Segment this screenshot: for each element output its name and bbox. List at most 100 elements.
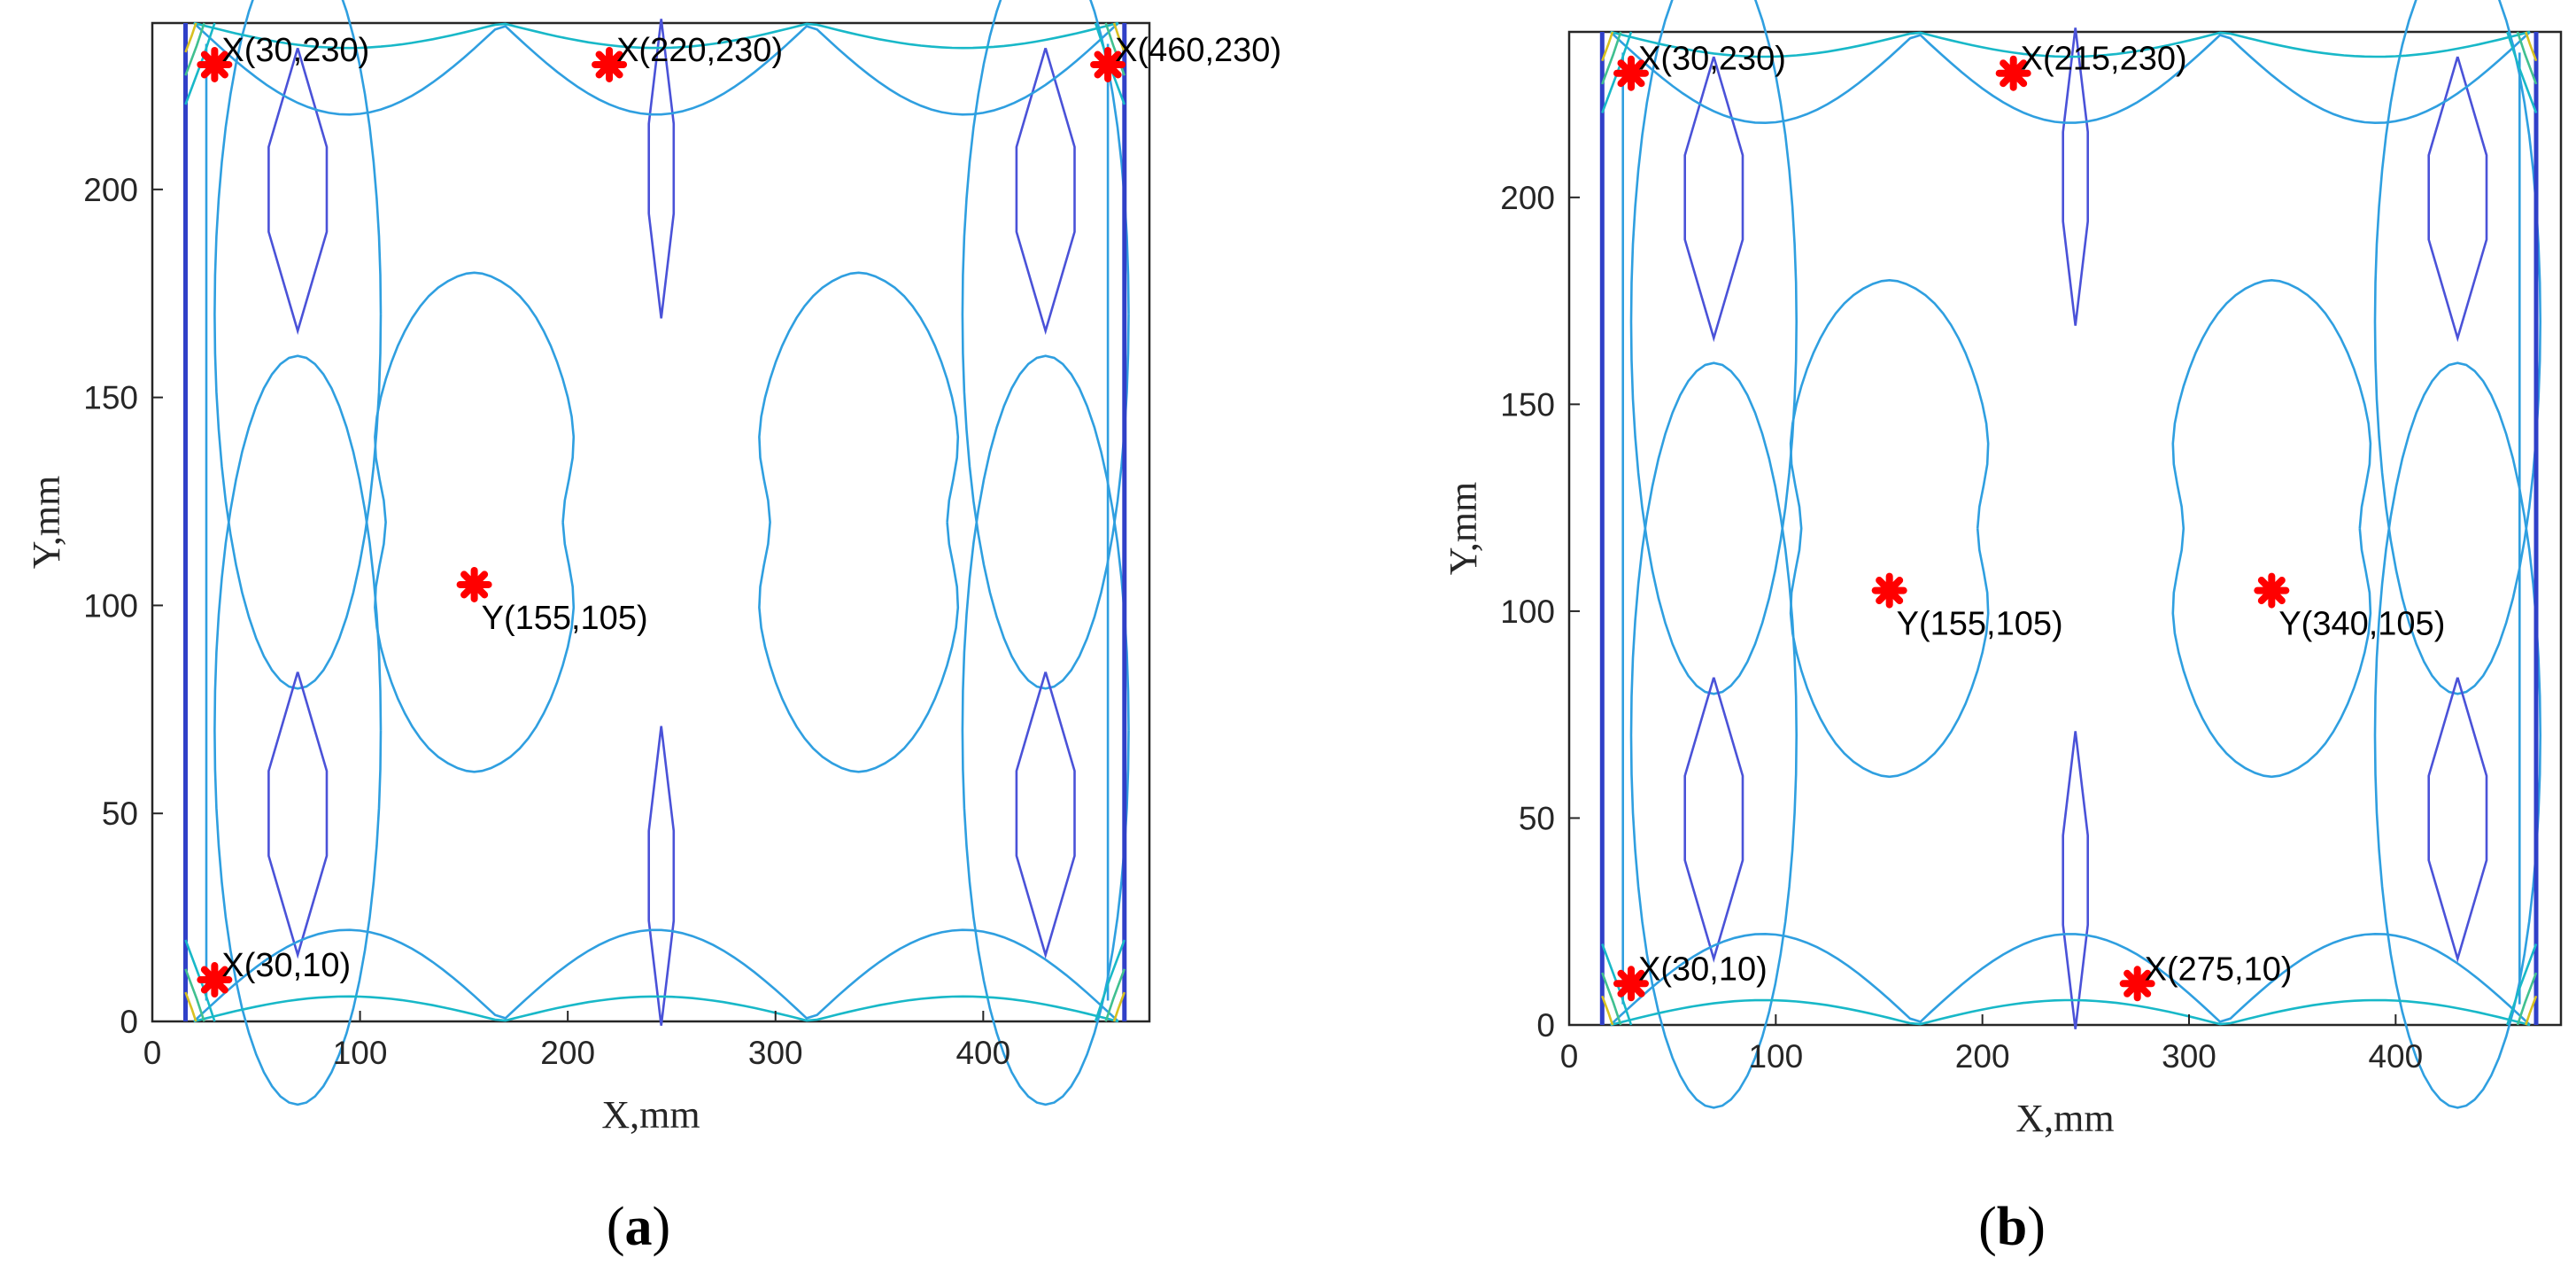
x-axis-label-b: X,mm — [2015, 1097, 2114, 1140]
contour-band-2-a — [961, 0, 1130, 690]
contour-band-0-a — [213, 0, 383, 690]
y-tick-label: 0 — [120, 1004, 138, 1040]
x-tick-label: 200 — [1955, 1038, 2010, 1075]
point-label: X(275,10) — [2145, 951, 2293, 988]
point-marker — [1613, 55, 1649, 91]
contour-top-wave-2-a — [193, 21, 1119, 50]
contour-corner-2-0-b — [2506, 31, 2538, 113]
x-tick-label: 100 — [1748, 1038, 1803, 1075]
point-label: X(30,10) — [221, 947, 351, 984]
x-tick-label: 200 — [540, 1035, 595, 1071]
points-b: X(30,230) X(215,230) Y(155,105) Y(340,105) X… — [1613, 41, 2445, 1002]
contour-corner-2-2-a — [1112, 22, 1126, 53]
point-marker — [456, 566, 492, 602]
contour-bottom-wave-a — [193, 928, 1119, 1022]
contour-bottom-wave-b — [1609, 932, 2531, 1026]
panel-label-a: (a) — [607, 1197, 670, 1257]
contour-corner-3-0-b — [2506, 943, 2538, 1026]
point-label: X(460,230) — [1115, 32, 1281, 69]
contour-top-wave-a — [193, 22, 1119, 116]
contour-band-1-b — [1629, 361, 1798, 1109]
x-tick-label: 400 — [2368, 1038, 2423, 1075]
point-marker — [1995, 55, 2031, 91]
y-tick-label: 0 — [1536, 1007, 1555, 1044]
contour-corner-3-1-b — [2516, 972, 2538, 1026]
panel-b: 0 100 200 300 400 0 50 100 150 200 X(30,230) X(21… — [1442, 0, 2563, 1257]
contour-corner-3-0-a — [1094, 939, 1126, 1022]
contour-corner-0-2-b — [1601, 31, 1614, 62]
contour-column-0-b — [1683, 56, 1744, 343]
contour-band-3-a — [961, 354, 1130, 1106]
y-tick-label: 150 — [83, 380, 138, 416]
point-label: Y(340,105) — [2278, 606, 2445, 643]
x-tick-label: 400 — [955, 1035, 1010, 1071]
contour-band-1-a — [213, 354, 383, 1106]
contour-spindle-bottom-a — [647, 726, 676, 1026]
contour-column-2-a — [1015, 47, 1076, 336]
y-axis-label-a: Y,mm — [25, 476, 68, 570]
x-tick-label: 100 — [333, 1035, 388, 1071]
point-marker — [197, 962, 233, 998]
y-tick-label: 50 — [1519, 800, 1555, 836]
point-label: X(215,230) — [2021, 41, 2187, 78]
y-tick-label: 50 — [102, 796, 138, 832]
contour-corner-1-1-b — [1601, 972, 1622, 1026]
x-tick-label: 0 — [1560, 1038, 1579, 1075]
point-marker — [1090, 46, 1126, 82]
contour-lobe-right-a — [758, 271, 960, 773]
contour-band-2-b — [2373, 0, 2541, 695]
contour-corner-1-2-a — [184, 991, 197, 1022]
contour-top-wave-b — [1609, 31, 2531, 125]
point-marker — [2254, 572, 2290, 609]
y-tick-label: 200 — [83, 172, 138, 208]
y-ticks-a: 0 50 100 150 200 — [83, 172, 163, 1040]
contour-lobe-right-b — [2171, 278, 2372, 779]
points-a: X(30,230) X(220,230) X(460,230) Y(155,105) X… — [197, 32, 1281, 998]
panel-a: 0 100 200 300 400 0 50 100 150 200 X(30,230) X(22… — [25, 0, 1281, 1257]
y-ticks-b: 0 50 100 150 200 — [1500, 180, 1580, 1044]
point-marker — [1613, 966, 1649, 1002]
contour-lobe-left-a — [374, 271, 576, 773]
contour-spindle-bottom-b — [2062, 731, 2089, 1029]
contour-column-1-a — [267, 671, 329, 959]
contour-column-3-a — [1015, 671, 1076, 959]
contour-column-3-b — [2427, 677, 2488, 963]
plot-frame-b — [1567, 30, 2563, 1027]
contour-corner-2-1-b — [2516, 31, 2538, 85]
panel-label-b: (b) — [1978, 1197, 2046, 1257]
contour-lines-b — [1599, 0, 2541, 1109]
point-marker — [197, 46, 233, 82]
contour-corner-0-1-a — [184, 22, 205, 76]
contour-corner-1-1-a — [184, 968, 205, 1022]
plot-frame-a — [151, 21, 1151, 1023]
point-marker — [592, 46, 628, 82]
contour-corner-3-2-a — [1112, 991, 1126, 1022]
x-ticks-b: 0 100 200 300 400 — [1560, 1014, 2423, 1075]
contour-spindle-top-a — [647, 19, 676, 319]
contour-bottom-wave-2-a — [193, 995, 1119, 1023]
x-tick-label: 300 — [2162, 1038, 2216, 1075]
x-tick-label: 300 — [748, 1035, 803, 1071]
x-ticks-a: 0 100 200 300 400 — [143, 1011, 1010, 1071]
y-tick-label: 100 — [83, 587, 138, 624]
contour-corner-3-2-b — [2525, 995, 2538, 1026]
contour-column-2-b — [2427, 56, 2488, 343]
point-label: Y(155,105) — [482, 600, 648, 637]
contour-corner-3-1-a — [1104, 968, 1126, 1022]
point-label: Y(155,105) — [1897, 606, 2063, 643]
contour-spindle-top-b — [2062, 27, 2089, 326]
contour-band-0-b — [1629, 0, 1798, 695]
contour-column-0-a — [267, 47, 329, 336]
contour-corner-2-2-b — [2525, 31, 2538, 62]
y-axis-label-b: Y,mm — [1442, 482, 1485, 576]
point-label: X(30,230) — [221, 32, 369, 69]
point-label: X(30,10) — [1638, 951, 1768, 988]
contour-bottom-wave-2-b — [1610, 998, 2531, 1027]
y-tick-label: 100 — [1500, 594, 1555, 630]
contour-column-1-b — [1683, 677, 1744, 963]
contour-corner-0-1-b — [1601, 31, 1622, 85]
contour-top-wave-2-b — [1610, 30, 2531, 58]
point-marker — [2119, 966, 2155, 1002]
contour-band-3-b — [2373, 361, 2541, 1109]
